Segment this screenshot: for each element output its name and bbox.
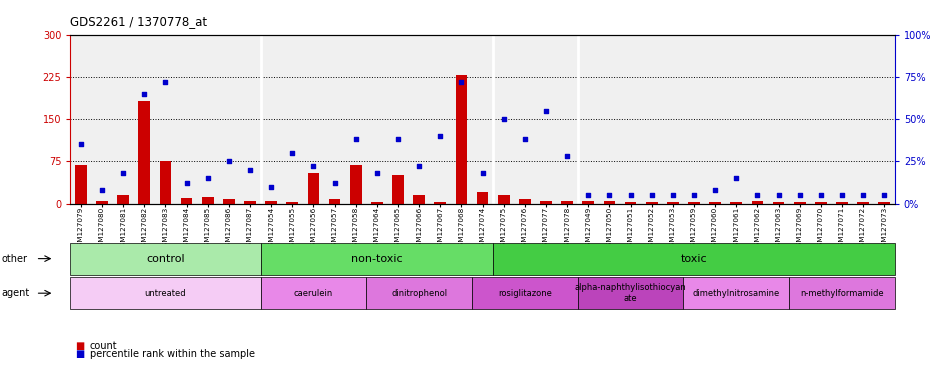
- Point: [728, 175, 743, 181]
- Text: percentile rank within the sample: percentile rank within the sample: [90, 349, 255, 359]
- Bar: [751, 201, 763, 204]
- Bar: [519, 199, 530, 204]
- Bar: [96, 201, 108, 204]
- Bar: [329, 199, 340, 204]
- Point: [496, 116, 511, 122]
- Bar: [709, 202, 720, 204]
- Bar: [814, 202, 826, 204]
- Point: [200, 175, 215, 181]
- Point: [285, 150, 300, 156]
- Bar: [181, 198, 192, 204]
- Text: alpha-naphthylisothiocyan
ate: alpha-naphthylisothiocyan ate: [574, 283, 686, 303]
- Bar: [413, 195, 425, 204]
- Text: caerulein: caerulein: [294, 289, 332, 298]
- Point: [770, 192, 785, 198]
- Bar: [561, 201, 572, 204]
- Point: [390, 136, 405, 142]
- Point: [115, 170, 130, 176]
- Text: toxic: toxic: [680, 253, 707, 264]
- Bar: [455, 75, 467, 204]
- Text: dimethylnitrosamine: dimethylnitrosamine: [692, 289, 779, 298]
- Text: other: other: [2, 253, 28, 264]
- Point: [601, 192, 616, 198]
- Point: [327, 180, 342, 186]
- Bar: [666, 202, 678, 204]
- Point: [369, 170, 384, 176]
- Bar: [582, 201, 593, 204]
- Point: [263, 184, 278, 190]
- Bar: [244, 201, 256, 204]
- Bar: [856, 202, 868, 204]
- Bar: [371, 202, 382, 204]
- Point: [158, 79, 173, 85]
- Bar: [392, 175, 403, 204]
- Point: [432, 133, 447, 139]
- Bar: [603, 201, 615, 204]
- Bar: [349, 165, 361, 204]
- Point: [242, 167, 257, 173]
- Point: [517, 136, 532, 142]
- Bar: [645, 202, 657, 204]
- Bar: [687, 202, 699, 204]
- Bar: [223, 199, 234, 204]
- Text: ■: ■: [75, 341, 84, 351]
- Point: [791, 192, 806, 198]
- Point: [686, 192, 701, 198]
- Point: [475, 170, 490, 176]
- Text: non-toxic: non-toxic: [351, 253, 402, 264]
- Bar: [772, 202, 783, 204]
- Point: [707, 187, 722, 193]
- Point: [559, 153, 574, 159]
- Bar: [75, 165, 86, 204]
- Point: [812, 192, 827, 198]
- Bar: [265, 201, 277, 204]
- Point: [834, 192, 849, 198]
- Text: GDS2261 / 1370778_at: GDS2261 / 1370778_at: [70, 15, 207, 28]
- Point: [137, 91, 152, 97]
- Point: [95, 187, 110, 193]
- Bar: [476, 192, 488, 204]
- Bar: [286, 202, 298, 204]
- Text: ■: ■: [75, 349, 84, 359]
- Point: [644, 192, 659, 198]
- Bar: [201, 197, 213, 204]
- Point: [855, 192, 870, 198]
- Point: [665, 192, 680, 198]
- Text: agent: agent: [2, 288, 30, 298]
- Point: [453, 79, 468, 85]
- Bar: [117, 195, 129, 204]
- Point: [411, 163, 426, 169]
- Point: [221, 158, 236, 164]
- Bar: [624, 202, 636, 204]
- Point: [348, 136, 363, 142]
- Point: [73, 141, 88, 147]
- Point: [538, 108, 553, 114]
- Text: n-methylformamide: n-methylformamide: [799, 289, 883, 298]
- Bar: [139, 101, 150, 204]
- Bar: [497, 195, 509, 204]
- Text: dinitrophenol: dinitrophenol: [390, 289, 446, 298]
- Bar: [539, 201, 551, 204]
- Point: [622, 192, 637, 198]
- Bar: [307, 172, 319, 204]
- Text: count: count: [90, 341, 117, 351]
- Bar: [730, 202, 741, 204]
- Bar: [835, 202, 847, 204]
- Point: [305, 163, 320, 169]
- Point: [876, 192, 891, 198]
- Point: [179, 180, 194, 186]
- Bar: [793, 202, 805, 204]
- Text: untreated: untreated: [144, 289, 186, 298]
- Bar: [878, 202, 889, 204]
- Text: rosiglitazone: rosiglitazone: [497, 289, 551, 298]
- Text: control: control: [146, 253, 184, 264]
- Bar: [434, 202, 446, 204]
- Point: [749, 192, 764, 198]
- Bar: [159, 161, 171, 204]
- Point: [580, 192, 595, 198]
